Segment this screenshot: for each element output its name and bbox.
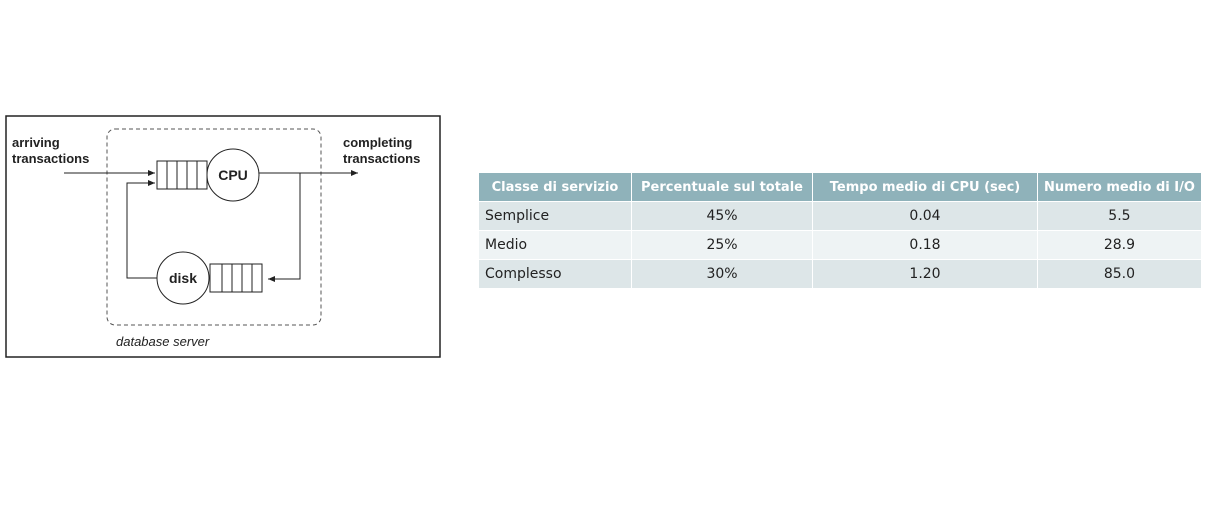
arriving-label-2: transactions [12,151,89,166]
database-server-boundary [106,128,322,326]
table-row: Semplice 45% 0.04 5.5 [478,201,1202,231]
table-header-row: Classe di servizio Percentuale sul total… [478,172,1202,202]
header-classe: Classe di servizio [478,172,632,202]
header-tempo-cpu: Tempo medio di CPU (sec) [812,172,1038,202]
disk-queue [209,263,263,293]
cpu-queue [156,160,208,190]
cpu-to-disk-path [268,173,301,282]
table-row: Complesso 30% 1.20 85.0 [478,259,1202,289]
cpu-label: CPU [218,167,248,183]
disk-label: disk [169,270,197,286]
service-class-table: Classe di servizio Percentuale sul total… [478,172,1202,289]
arriving-label: arriving [12,135,60,150]
cell-classe: Medio [478,230,632,260]
cell-numero-io: 28.9 [1037,230,1202,260]
disk-to-cpu-path [126,180,157,279]
cell-classe: Semplice [478,201,632,231]
cell-classe: Complesso [478,259,632,289]
cell-tempo-cpu: 0.18 [812,230,1038,260]
header-numero-io: Numero medio di I/O [1037,172,1202,202]
database-server-label: database server [116,334,210,349]
queueing-network-diagram: arriving transactions completing transac… [5,115,441,358]
cpu-node [206,148,260,202]
cell-tempo-cpu: 0.04 [812,201,1038,231]
table-row: Medio 25% 0.18 28.9 [478,230,1202,260]
cell-numero-io: 5.5 [1037,201,1202,231]
header-percentuale: Percentuale sul totale [631,172,813,202]
completing-label-2: transactions [343,151,420,166]
cell-percentuale: 25% [631,230,813,260]
diagram-frame [5,115,441,358]
cell-tempo-cpu: 1.20 [812,259,1038,289]
completing-label: completing [343,135,412,150]
cell-percentuale: 30% [631,259,813,289]
cell-percentuale: 45% [631,201,813,231]
cell-numero-io: 85.0 [1037,259,1202,289]
